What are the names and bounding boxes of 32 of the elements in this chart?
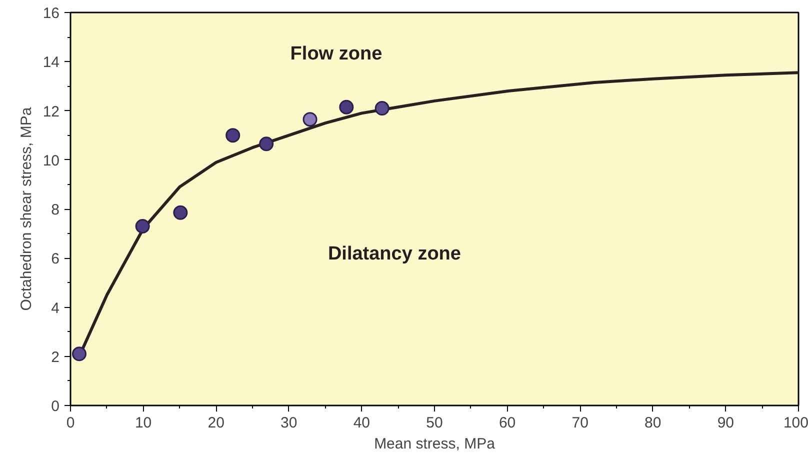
annotation: Flow zone: [290, 43, 382, 64]
x-tick-label: 50: [426, 414, 443, 432]
x-tick-label: 70: [572, 414, 588, 432]
x-tick-label: 20: [208, 414, 224, 432]
x-tick-label: 30: [280, 414, 298, 432]
y-tick-label: 4: [51, 300, 60, 317]
y-tick-label: 14: [42, 54, 60, 72]
x-tick-label: 80: [644, 414, 662, 432]
y-tick-label: 0: [51, 398, 60, 415]
point: [135, 218, 150, 234]
point: [374, 101, 390, 116]
point: [259, 136, 274, 152]
y-tick-label: 6: [51, 250, 60, 268]
annotation: Dilatancy zone: [328, 244, 461, 265]
x-tick-label: 40: [353, 414, 370, 432]
point: [302, 112, 318, 127]
x-tick-label: 100: [783, 414, 808, 432]
x-tick-label: 90: [717, 414, 734, 432]
y-tick-label: 16: [42, 5, 60, 22]
y-tick-label: 8: [51, 202, 60, 218]
y-tick-label: 10: [42, 152, 60, 170]
y-tick-label: 2: [51, 348, 60, 366]
x-tick-label: 0: [66, 414, 75, 432]
point: [226, 128, 240, 143]
x-tick-label: 10: [134, 414, 152, 432]
point: [72, 346, 86, 362]
x-tick-label: 60: [498, 414, 516, 432]
point: [173, 205, 188, 220]
y-axis-title: Octahedron shear stress, MPa: [18, 106, 35, 311]
y-tick-label: 12: [42, 103, 60, 120]
point: [339, 100, 354, 114]
x-axis-title: Mean stress, MPa: [374, 436, 496, 452]
